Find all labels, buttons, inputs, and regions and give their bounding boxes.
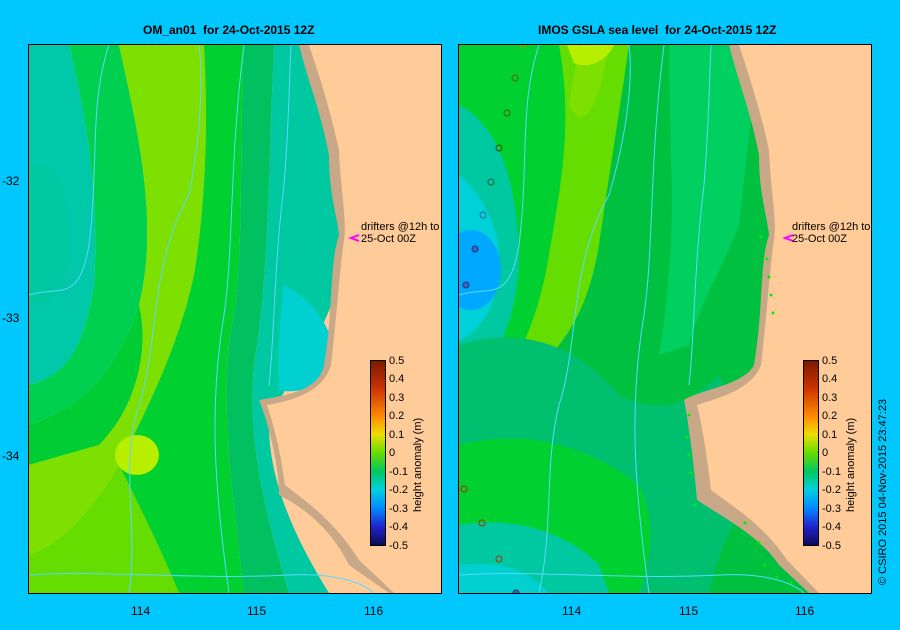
left-map-panel (28, 44, 442, 594)
colorbar-label: -0.4 (389, 521, 408, 533)
left-colorbar (370, 360, 386, 546)
drifter-marker (487, 178, 495, 186)
drifter-markers (460, 45, 527, 593)
drifter-marker (478, 519, 486, 527)
colorbar-label: 0.4 (822, 373, 838, 385)
isobath (29, 45, 110, 296)
drifter-marker (495, 144, 503, 152)
lon-tick: 114 (562, 604, 582, 618)
annotation-line: 25-Oct 00Z (361, 233, 417, 245)
isobath (459, 573, 805, 593)
colorbar-label: -0.1 (389, 466, 408, 478)
colorbar-label: -0.1 (822, 466, 841, 478)
colorbar-label: 0.5 (389, 355, 405, 367)
isobath (128, 45, 202, 593)
drifter-marker (460, 485, 468, 493)
isobath (538, 45, 631, 593)
colorbar-label: 0 (822, 447, 829, 459)
isobath (268, 45, 292, 386)
colorbar-label: -0.4 (822, 521, 841, 533)
drifter-marker (479, 211, 487, 219)
lat-tick: -34 (2, 449, 20, 463)
drifter-marker (495, 555, 503, 563)
colorbar-label: -0.5 (389, 540, 408, 552)
right-map-panel (458, 44, 872, 594)
band (567, 45, 614, 66)
annotation-line: drifters @12h to (792, 221, 871, 233)
lat-tick: -32 (2, 174, 20, 188)
isobath (688, 45, 712, 386)
band (226, 45, 289, 593)
band (29, 305, 143, 465)
right-colorbar-title: height anomaly (m) (845, 417, 857, 512)
colorbar-label: -0.3 (389, 503, 408, 515)
drifter-arrow (782, 234, 794, 242)
colorbar-label: 0 (389, 447, 396, 459)
colorbar-label: 0.1 (389, 429, 405, 441)
isobath (214, 45, 245, 593)
lon-tick: 115 (247, 604, 267, 618)
colorbar-label: 0.2 (389, 410, 405, 422)
right-map-svg (459, 45, 871, 593)
coastal-markers (685, 235, 793, 585)
band (29, 465, 179, 593)
left-map-svg (29, 45, 441, 593)
colorbar-label: -0.3 (822, 503, 841, 515)
band (278, 285, 339, 392)
copyright-stamp: © CSIRO 2015 04-Nov-2015 23:47:23 (877, 398, 889, 585)
right-drifter-annotation: drifters @12h to 25-Oct 00Z (792, 221, 870, 245)
isobath (634, 45, 665, 593)
band (659, 45, 759, 355)
left-drifter-annotation: drifters @12h to 25-Oct 00Z (361, 221, 439, 245)
drifter-marker (503, 109, 511, 117)
drifter-marker (519, 45, 527, 49)
colorbar-label: 0.1 (822, 429, 838, 441)
lon-tick: 114 (131, 604, 151, 618)
drifter-marker (462, 281, 470, 289)
local-maximum (115, 435, 159, 475)
drifter-marker (471, 245, 479, 253)
isobath (459, 45, 540, 296)
drifter-marker (512, 589, 520, 593)
land (697, 45, 871, 593)
colorbar-label: 0.5 (822, 355, 838, 367)
band (459, 563, 549, 593)
colorbar-label: 0.3 (389, 392, 405, 404)
colorbar-label: 0.3 (822, 392, 838, 404)
left-panel-title: OM_an01 for 24-Oct-2015 12Z (143, 23, 315, 37)
lon-tick: 115 (679, 604, 699, 618)
land (267, 45, 441, 593)
band (29, 45, 206, 555)
annotation-line: 25-Oct 00Z (792, 233, 848, 245)
colorbar-label: 0.2 (822, 410, 838, 422)
colorbar-label: -0.5 (822, 540, 841, 552)
lon-tick: 116 (364, 604, 384, 618)
lat-tick: -33 (2, 311, 20, 325)
band (489, 45, 629, 395)
left-colorbar-title: height anomaly (m) (412, 417, 424, 512)
band (29, 45, 148, 425)
right-colorbar (803, 360, 819, 546)
colorbar-label: -0.2 (822, 484, 841, 496)
right-panel-title: IMOS GSLA sea level for 24-Oct-2015 12Z (538, 23, 777, 37)
colorbar-label: -0.2 (389, 484, 408, 496)
annotation-line: drifters @12h to (361, 221, 440, 233)
band (29, 165, 69, 305)
isobath (29, 573, 375, 593)
lon-tick: 116 (795, 604, 815, 618)
drifter-arrow (348, 234, 360, 242)
drifter-marker (511, 74, 519, 82)
colorbar-label: 0.4 (389, 373, 405, 385)
